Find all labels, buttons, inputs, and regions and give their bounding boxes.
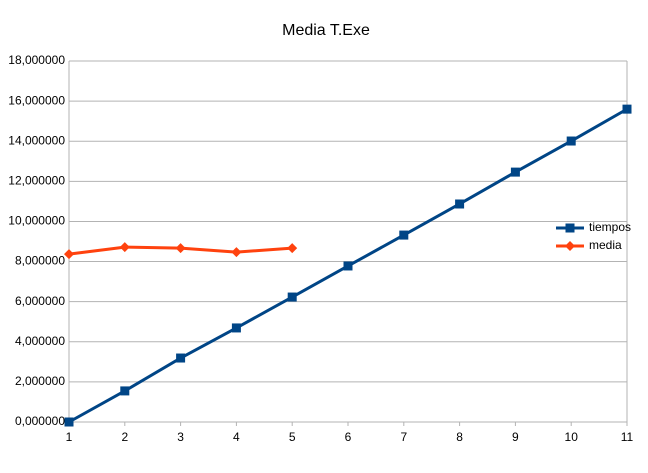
- y-tick-label: 6,000000: [15, 294, 65, 308]
- y-tick-label: 0,000000: [15, 414, 65, 428]
- marker: [120, 386, 130, 396]
- marker: [175, 243, 186, 254]
- marker: [455, 199, 465, 209]
- marker: [231, 247, 242, 258]
- marker: [510, 167, 520, 177]
- marker: [231, 323, 241, 333]
- marker: [287, 243, 298, 254]
- marker: [622, 104, 632, 114]
- x-tick-label: 11: [621, 430, 634, 444]
- x-tick-label: 6: [345, 430, 352, 444]
- y-tick-label: 2,000000: [15, 374, 65, 388]
- legend-label: media: [589, 238, 622, 252]
- x-tick-label: 1: [66, 430, 73, 444]
- y-tick-label: 14,000000: [8, 133, 65, 147]
- y-tick-label: 16,000000: [8, 93, 65, 107]
- marker: [343, 261, 353, 271]
- marker: [565, 223, 575, 233]
- marker: [176, 353, 186, 363]
- y-tick-label: 12,000000: [8, 174, 65, 188]
- y-tick-label: 18,000000: [8, 53, 65, 67]
- marker: [119, 242, 130, 253]
- x-tick-label: 4: [233, 430, 240, 444]
- x-tick-label: 8: [456, 430, 463, 444]
- x-tick-label: 10: [565, 430, 579, 444]
- chart-title: Media T.Exe: [282, 22, 370, 39]
- x-tick-label: 7: [400, 430, 407, 444]
- marker: [64, 249, 74, 260]
- marker: [565, 241, 575, 251]
- x-tick-label: 9: [512, 430, 519, 444]
- y-tick-label: 8,000000: [15, 254, 65, 268]
- legend-label: tiempos: [589, 220, 631, 234]
- y-tick-label: 4,000000: [15, 334, 65, 348]
- marker: [64, 417, 74, 427]
- marker: [287, 292, 297, 302]
- x-tick-label: 3: [177, 430, 184, 444]
- marker: [399, 230, 409, 240]
- marker: [566, 136, 576, 146]
- x-tick-label: 2: [121, 430, 128, 444]
- y-tick-label: 10,000000: [8, 214, 65, 228]
- x-tick-label: 5: [289, 430, 296, 444]
